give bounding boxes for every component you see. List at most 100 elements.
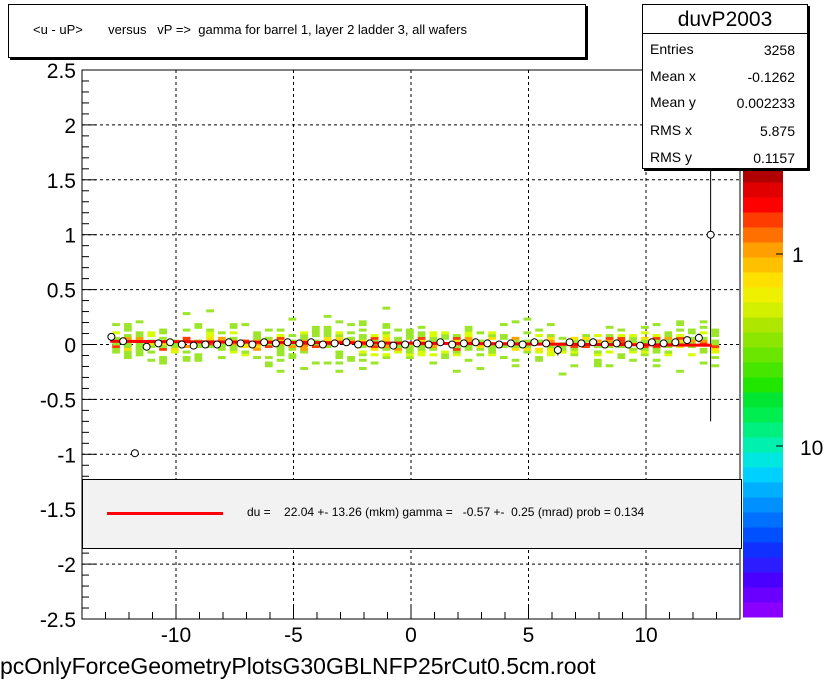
density-cell [123, 328, 132, 332]
density-cell [617, 353, 626, 357]
density-cell [323, 339, 332, 343]
density-cell [288, 317, 297, 321]
density-cell [182, 336, 191, 340]
color-scale-cell [743, 167, 783, 183]
density-cell [288, 345, 297, 349]
density-cell [464, 334, 473, 338]
density-cell [123, 336, 132, 340]
density-cell [311, 334, 320, 338]
y-tick-label: -1 [57, 444, 76, 467]
color-scale-cell [743, 287, 783, 303]
profile-point [659, 339, 668, 348]
density-cell [664, 334, 673, 338]
stats-row-mean-y: Mean y 0.002233 [643, 90, 807, 116]
density-cell [358, 320, 367, 324]
density-cell [511, 364, 520, 368]
density-cell [382, 306, 391, 310]
density-cell [288, 356, 297, 360]
density-cell [182, 350, 191, 354]
density-cell [194, 356, 203, 360]
density-cell [511, 345, 520, 349]
density-cell [652, 350, 661, 354]
density-cell [511, 339, 520, 343]
density-cell [652, 364, 661, 368]
profile-point [424, 340, 433, 349]
stats-title: duvP2003 [643, 5, 807, 34]
profile-point [365, 339, 374, 348]
density-cell [664, 339, 673, 343]
density-cell [335, 369, 344, 373]
density-cell [429, 361, 438, 365]
profile-point [201, 340, 210, 349]
density-cell [429, 345, 438, 349]
density-cell [499, 345, 508, 349]
density-cell [170, 342, 179, 346]
density-cell [582, 345, 590, 349]
density-cell [546, 323, 555, 327]
density-cell [229, 336, 238, 340]
density-cell [593, 345, 602, 349]
density-cell [664, 336, 673, 340]
density-cell [488, 334, 496, 338]
density-cell [640, 325, 649, 329]
density-cell [640, 350, 649, 354]
color-scale-label: 1 [792, 244, 804, 267]
density-cell [194, 325, 203, 329]
density-cell [582, 339, 590, 343]
density-cell [523, 347, 532, 351]
density-cell [241, 323, 250, 327]
density-cell [323, 336, 332, 340]
density-cell [370, 339, 379, 343]
density-cell [323, 345, 332, 349]
density-cell [335, 353, 344, 357]
density-cell [206, 331, 214, 335]
density-cell [546, 350, 555, 354]
density-cell [135, 342, 144, 346]
density-cell [335, 334, 344, 338]
density-cell [676, 334, 684, 338]
density-cell [335, 320, 344, 324]
density-cell [358, 358, 367, 362]
density-cell [605, 364, 614, 368]
density-cell [253, 331, 261, 335]
density-cell [687, 336, 696, 340]
density-cell [405, 350, 414, 354]
density-cell [300, 334, 308, 338]
density-cell [570, 350, 579, 354]
density-cell [558, 350, 567, 354]
density-cell [347, 358, 355, 362]
density-cell [499, 336, 508, 340]
density-cell [476, 339, 485, 343]
density-cell [347, 331, 355, 335]
density-cell [499, 356, 508, 360]
density-cell [347, 323, 355, 327]
density-cell [476, 331, 485, 335]
density-cell [629, 336, 637, 340]
profile-point [295, 339, 304, 348]
density-cell [347, 336, 355, 340]
density-cell [711, 347, 720, 351]
profile-point [307, 338, 316, 347]
density-cell [123, 342, 132, 346]
density-cell [112, 347, 120, 351]
profile-point [166, 338, 175, 347]
density-cell [358, 336, 367, 340]
density-cell [699, 331, 708, 335]
density-cell [229, 342, 238, 346]
profile-point [647, 338, 656, 347]
color-scale-cell [743, 392, 783, 408]
density-cell [629, 350, 637, 354]
density-cell [123, 353, 132, 357]
density-cell [464, 358, 473, 362]
density-cell [394, 347, 402, 351]
density-cell [382, 325, 391, 329]
color-scale-cell [743, 587, 783, 603]
density-cell [570, 345, 579, 349]
density-cell [217, 336, 226, 340]
density-cell [159, 347, 167, 351]
profile-point [553, 345, 562, 354]
profile-point [342, 338, 351, 347]
profile-point [283, 338, 292, 347]
density-cell [452, 347, 461, 351]
density-cell [276, 347, 285, 351]
